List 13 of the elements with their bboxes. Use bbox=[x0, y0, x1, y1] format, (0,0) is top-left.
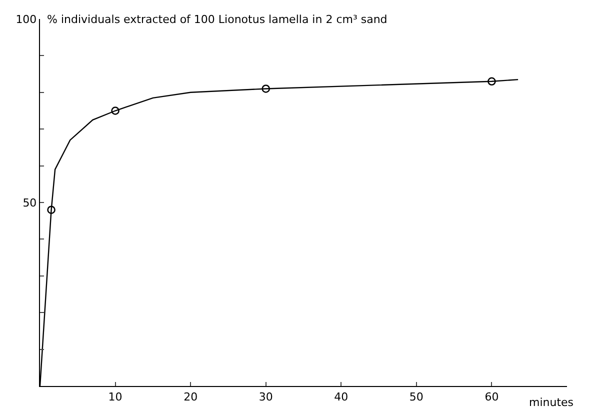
point bbox=[111, 106, 120, 115]
point bbox=[262, 84, 270, 93]
y-axis-title: % individuals extracted of 100 Lionotus lamella in 2 cm³ sand bbox=[47, 13, 388, 26]
x-tick-label: 20 bbox=[184, 390, 198, 404]
point bbox=[47, 206, 56, 214]
point bbox=[488, 77, 496, 86]
x-axis-title: minutes bbox=[529, 396, 574, 409]
x-tick-label: 30 bbox=[258, 390, 273, 404]
x-tick-label: 40 bbox=[334, 390, 348, 404]
x-tick-label: 60 bbox=[484, 390, 499, 404]
x-tick-label: 50 bbox=[409, 390, 424, 404]
x-tick-label: 10 bbox=[108, 390, 122, 404]
y-tick-label: 100 bbox=[16, 12, 37, 26]
